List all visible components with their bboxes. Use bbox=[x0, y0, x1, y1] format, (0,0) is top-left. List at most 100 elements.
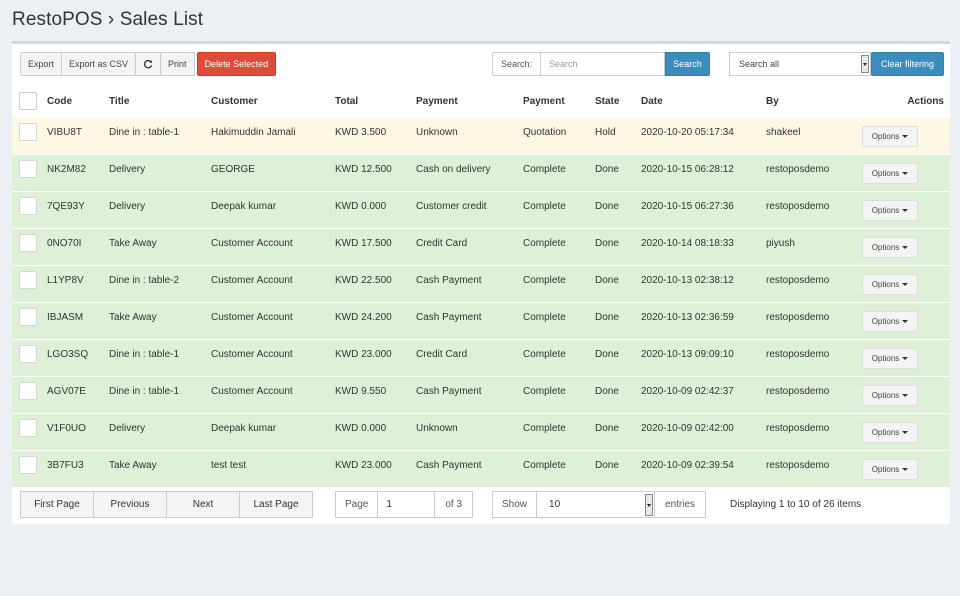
table-row[interactable]: NK2M82 Delivery GEORGE KWD 12.500 Cash o… bbox=[12, 155, 950, 192]
entries-label: entries bbox=[655, 491, 707, 518]
sales-list-panel: Export Export as CSV Print Delete Select… bbox=[12, 41, 950, 524]
clear-filtering-button[interactable]: Clear filtering bbox=[871, 52, 945, 76]
column-header-date[interactable]: Date bbox=[641, 95, 663, 107]
table-row[interactable]: L1YP8V Dine in : table-2 Customer Accoun… bbox=[12, 266, 950, 303]
table-row[interactable]: 7QE93Y Delivery Deepak kumar KWD 0.000 C… bbox=[12, 192, 950, 229]
next-page-button[interactable]: Next bbox=[166, 491, 240, 518]
options-button[interactable]: Options bbox=[862, 422, 918, 443]
cell-state: Done bbox=[595, 385, 619, 397]
table-row[interactable]: V1F0UO Delivery Deepak kumar KWD 0.000 U… bbox=[12, 414, 950, 451]
page-size-select[interactable]: 10 bbox=[537, 491, 656, 518]
cell-payment: Unknown bbox=[416, 422, 458, 434]
cell-state: Done bbox=[595, 163, 619, 175]
cell-code: IBJASM bbox=[47, 311, 84, 323]
column-header-payment[interactable]: Payment bbox=[416, 95, 458, 107]
options-button[interactable]: Options bbox=[862, 311, 918, 332]
cell-customer: Deepak kumar bbox=[211, 200, 277, 212]
search-button[interactable]: Search bbox=[665, 52, 711, 76]
options-button[interactable]: Options bbox=[862, 237, 918, 258]
options-button[interactable]: Options bbox=[862, 274, 918, 295]
row-checkbox[interactable] bbox=[19, 271, 37, 289]
chevron-down-icon bbox=[645, 494, 654, 516]
column-header-state[interactable]: State bbox=[595, 95, 620, 107]
page-title: RestoPOS › Sales List bbox=[12, 9, 204, 30]
table-row[interactable]: 0NO70I Take Away Customer Account KWD 17… bbox=[12, 229, 950, 266]
options-label: Options bbox=[871, 391, 900, 400]
table-row[interactable]: 3B7FU3 Take Away test test KWD 23.000 Ca… bbox=[12, 451, 950, 488]
page-selector: Page 1 of 3 bbox=[335, 491, 474, 518]
cell-state: Done bbox=[595, 274, 619, 286]
table-row[interactable]: AGV07E Dine in : table-1 Customer Accoun… bbox=[12, 377, 950, 414]
page-number-input[interactable]: 1 bbox=[378, 491, 436, 518]
row-checkbox[interactable] bbox=[19, 345, 37, 363]
cell-title: Dine in : table-1 bbox=[109, 126, 180, 138]
export-csv-button[interactable]: Export as CSV bbox=[61, 52, 137, 76]
print-button[interactable]: Print bbox=[160, 52, 195, 76]
row-checkbox[interactable] bbox=[19, 197, 37, 215]
caret-down-icon bbox=[902, 209, 909, 212]
select-all-checkbox[interactable] bbox=[19, 92, 37, 110]
cell-by: restoposdemo bbox=[766, 200, 830, 212]
refresh-button[interactable] bbox=[135, 52, 162, 76]
cell-state: Done bbox=[595, 348, 619, 360]
cell-payment-status: Quotation bbox=[523, 126, 567, 138]
cell-payment: Credit Card bbox=[416, 348, 468, 360]
cell-state: Done bbox=[595, 311, 619, 323]
table-row[interactable]: LGO3SQ Dine in : table-1 Customer Accoun… bbox=[12, 340, 950, 377]
cell-by: restoposdemo bbox=[766, 163, 830, 175]
cell-customer: Customer Account bbox=[211, 348, 293, 360]
cell-code: 0NO70I bbox=[47, 237, 82, 249]
cell-state: Hold bbox=[595, 126, 616, 138]
first-page-button[interactable]: First Page bbox=[20, 491, 94, 518]
cell-date: 2020-10-20 05:17:34 bbox=[641, 126, 734, 138]
show-label: Show bbox=[492, 491, 538, 518]
row-checkbox[interactable] bbox=[19, 308, 37, 326]
column-header-code[interactable]: Code bbox=[47, 95, 72, 107]
last-page-button[interactable]: Last Page bbox=[239, 491, 313, 518]
row-checkbox[interactable] bbox=[19, 382, 37, 400]
search-scope-value: Search all bbox=[739, 59, 780, 69]
row-checkbox[interactable] bbox=[19, 419, 37, 437]
row-checkbox[interactable] bbox=[19, 160, 37, 178]
cell-payment-status: Complete bbox=[523, 459, 566, 471]
toolbar: Export Export as CSV Print Delete Select… bbox=[12, 44, 950, 84]
options-button[interactable]: Options bbox=[862, 126, 918, 147]
options-label: Options bbox=[871, 428, 900, 437]
cell-total: KWD 22.500 bbox=[335, 274, 392, 286]
previous-page-button[interactable]: Previous bbox=[93, 491, 167, 518]
options-button[interactable]: Options bbox=[862, 385, 918, 406]
cell-state: Done bbox=[595, 422, 619, 434]
displaying-summary: Displaying 1 to 10 of 26 items bbox=[730, 499, 862, 510]
cell-title: Delivery bbox=[109, 200, 146, 212]
options-button[interactable]: Options bbox=[862, 459, 918, 480]
search-scope-select[interactable]: Search all bbox=[729, 52, 871, 76]
delete-selected-button[interactable]: Delete Selected bbox=[196, 52, 277, 76]
table-row[interactable]: VIBU8T Dine in : table-1 Hakimuddin Jama… bbox=[12, 118, 950, 155]
options-button[interactable]: Options bbox=[862, 348, 918, 369]
column-header-total[interactable]: Total bbox=[335, 95, 359, 107]
row-checkbox[interactable] bbox=[19, 234, 37, 252]
cell-by: restoposdemo bbox=[766, 311, 830, 323]
column-header-payment-status[interactable]: Payment bbox=[523, 95, 565, 107]
export-button[interactable]: Export bbox=[20, 52, 63, 76]
table-body: VIBU8T Dine in : table-1 Hakimuddin Jama… bbox=[12, 118, 950, 488]
column-header-customer[interactable]: Customer bbox=[211, 95, 258, 107]
row-checkbox[interactable] bbox=[19, 123, 37, 141]
options-button[interactable]: Options bbox=[862, 163, 918, 184]
cell-state: Done bbox=[595, 459, 619, 471]
cell-payment-status: Complete bbox=[523, 311, 566, 323]
search-input[interactable]: Search bbox=[541, 52, 666, 76]
column-header-title[interactable]: Title bbox=[109, 95, 130, 107]
table-row[interactable]: IBJASM Take Away Customer Account KWD 24… bbox=[12, 303, 950, 340]
page-label: Page bbox=[335, 491, 379, 518]
cell-title: Dine in : table-1 bbox=[109, 385, 180, 397]
cell-code: LGO3SQ bbox=[47, 348, 89, 360]
column-header-by[interactable]: By bbox=[766, 95, 779, 107]
cell-date: 2020-10-14 08:18:33 bbox=[641, 237, 734, 249]
cell-total: KWD 17.500 bbox=[335, 237, 392, 249]
options-button[interactable]: Options bbox=[862, 200, 918, 221]
filter-group: Search all Clear filtering bbox=[729, 52, 945, 76]
cell-title: Take Away bbox=[109, 311, 157, 323]
cell-title: Dine in : table-2 bbox=[109, 274, 180, 286]
row-checkbox[interactable] bbox=[19, 456, 37, 474]
